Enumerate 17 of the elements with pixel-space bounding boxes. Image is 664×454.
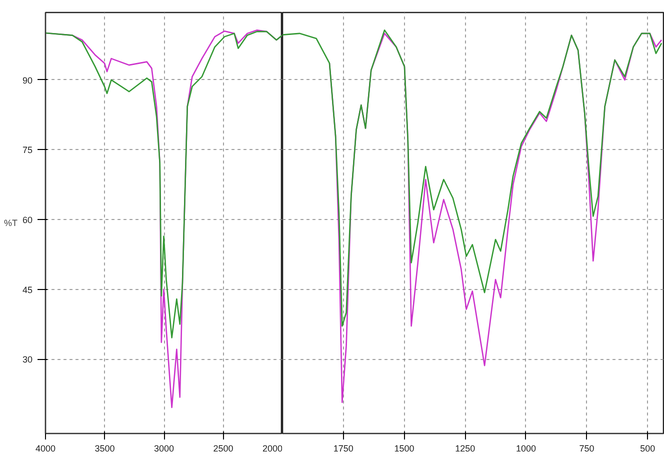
y-tick-label: 75 <box>22 145 33 156</box>
x-tick-label: 1500 <box>394 444 414 454</box>
x-tick-label: 500 <box>640 444 656 454</box>
y-axis-title: %T <box>4 218 18 228</box>
x-tick-label: 3000 <box>154 444 174 454</box>
x-tick-label: 1000 <box>516 444 536 454</box>
x-tick-label: 750 <box>579 444 594 454</box>
x-tick-label: 3500 <box>94 444 115 454</box>
x-tick-label: 1750 <box>333 444 354 454</box>
x-tick-label: 4000 <box>35 444 56 454</box>
y-tick-label: 60 <box>22 215 33 226</box>
x-tick-label: 2000 <box>262 444 283 454</box>
y-tick-label: 30 <box>22 354 33 365</box>
x-tick-label: 1250 <box>455 444 476 454</box>
y-tick-label: 45 <box>22 284 33 295</box>
y-tick-label: 90 <box>22 75 33 86</box>
x-tick-label: 2500 <box>213 444 234 454</box>
